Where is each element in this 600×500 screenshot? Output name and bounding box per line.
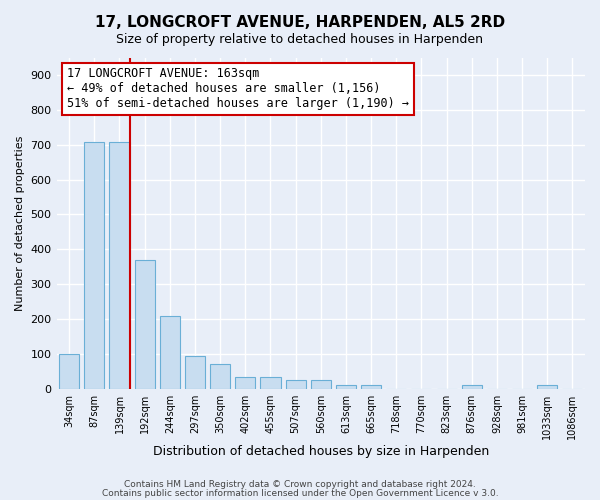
Bar bbox=[311, 380, 331, 389]
Y-axis label: Number of detached properties: Number of detached properties bbox=[15, 136, 25, 311]
Bar bbox=[235, 376, 256, 389]
Text: Size of property relative to detached houses in Harpenden: Size of property relative to detached ho… bbox=[116, 32, 484, 46]
Bar bbox=[84, 142, 104, 389]
Bar bbox=[537, 386, 557, 389]
Bar bbox=[109, 142, 130, 389]
Bar bbox=[160, 316, 180, 389]
X-axis label: Distribution of detached houses by size in Harpenden: Distribution of detached houses by size … bbox=[152, 444, 489, 458]
Text: 17 LONGCROFT AVENUE: 163sqm
← 49% of detached houses are smaller (1,156)
51% of : 17 LONGCROFT AVENUE: 163sqm ← 49% of det… bbox=[67, 68, 409, 110]
Bar bbox=[185, 356, 205, 389]
Bar bbox=[59, 354, 79, 389]
Bar bbox=[260, 376, 281, 389]
Text: Contains public sector information licensed under the Open Government Licence v : Contains public sector information licen… bbox=[101, 488, 499, 498]
Text: 17, LONGCROFT AVENUE, HARPENDEN, AL5 2RD: 17, LONGCROFT AVENUE, HARPENDEN, AL5 2RD bbox=[95, 15, 505, 30]
Bar bbox=[336, 386, 356, 389]
Bar bbox=[134, 260, 155, 389]
Bar bbox=[210, 364, 230, 389]
Bar bbox=[286, 380, 305, 389]
Bar bbox=[361, 386, 381, 389]
Text: Contains HM Land Registry data © Crown copyright and database right 2024.: Contains HM Land Registry data © Crown c… bbox=[124, 480, 476, 489]
Bar bbox=[461, 386, 482, 389]
